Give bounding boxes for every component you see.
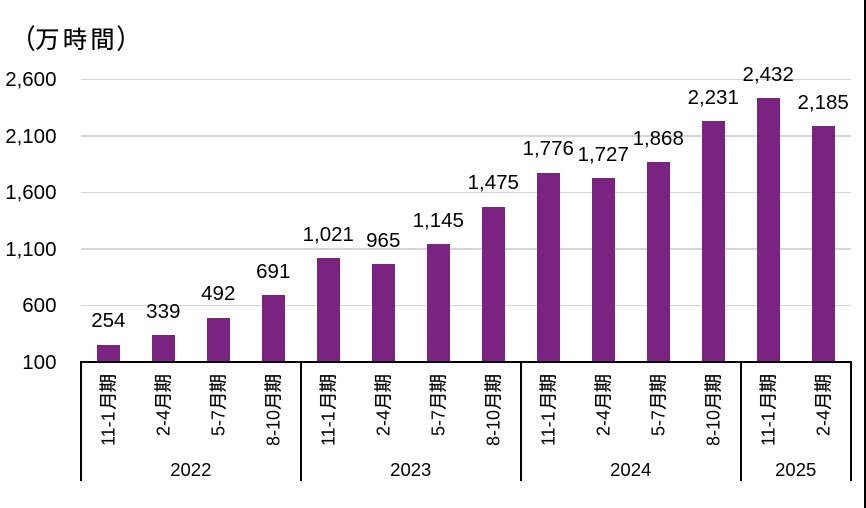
svg-text:2-4: 2-4 xyxy=(153,410,173,436)
svg-text:2-4: 2-4 xyxy=(373,410,393,436)
svg-text:11-1: 11-1 xyxy=(758,412,778,447)
svg-text:11-1: 11-1 xyxy=(98,412,118,447)
svg-text:8-10: 8-10 xyxy=(483,410,503,446)
svg-text:5-7: 5-7 xyxy=(428,410,448,436)
svg-text:5-7: 5-7 xyxy=(208,410,228,436)
svg-text:5-7: 5-7 xyxy=(648,410,668,436)
svg-text:11-1: 11-1 xyxy=(318,412,338,447)
svg-text:11-1: 11-1 xyxy=(538,412,558,447)
svg-text:8-10: 8-10 xyxy=(263,410,283,446)
svg-text:8-10: 8-10 xyxy=(703,410,723,446)
svg-text:2-4: 2-4 xyxy=(593,410,613,436)
svg-text:2-4: 2-4 xyxy=(813,410,833,436)
